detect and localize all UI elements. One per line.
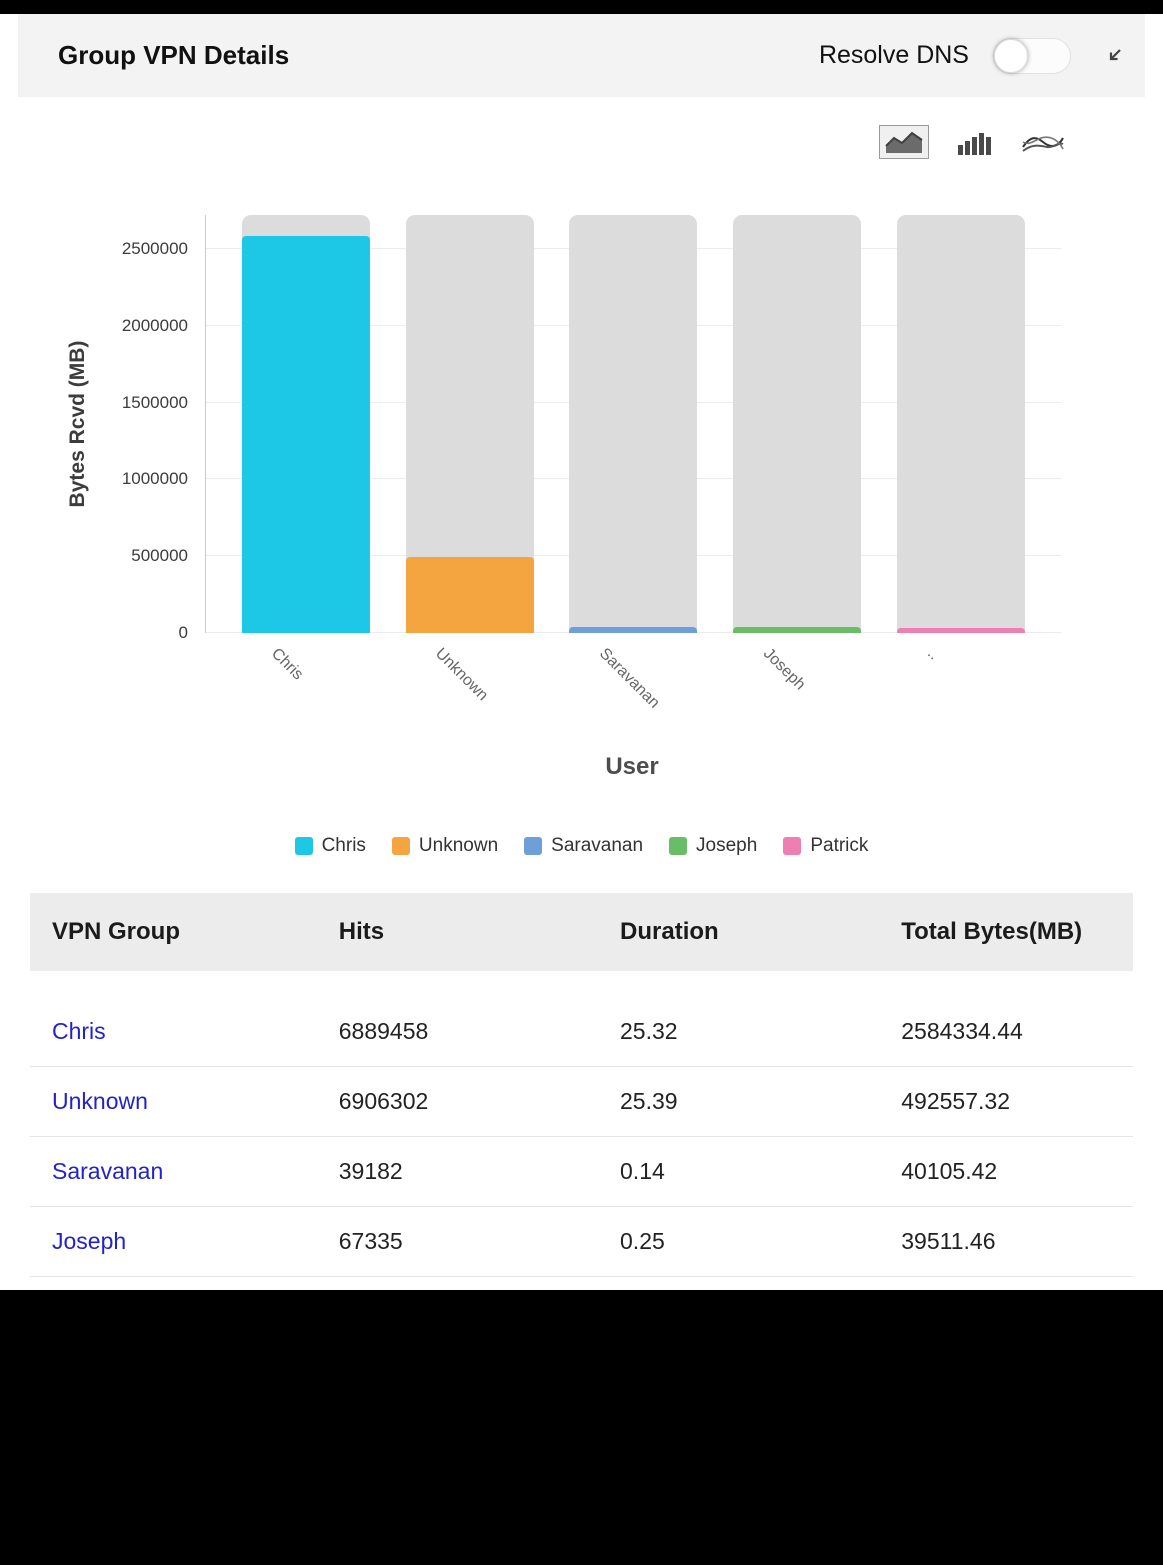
vpn-group-link[interactable]: Saravanan [52, 1158, 164, 1184]
bar-track [733, 215, 862, 633]
column-header-vpn-group: VPN Group [52, 918, 181, 945]
table-cell: 492557.32 [901, 1088, 1010, 1114]
legend-label: Unknown [418, 835, 499, 856]
area-chart-icon[interactable] [879, 125, 929, 159]
legend-item-chris[interactable]: Chris [294, 835, 366, 857]
legend-label: Patrick [810, 835, 869, 856]
bar-track [897, 215, 1026, 633]
table-cell: 25.32 [620, 1018, 678, 1044]
table-row: Chris 6889458 25.32 2584334.44 [30, 997, 1133, 1067]
y-tick-label: 0 [178, 623, 188, 642]
y-tick-label: 1000000 [121, 469, 188, 489]
resolve-dns-label: Resolve DNS [818, 41, 969, 69]
table-cell: 6889458 [338, 1018, 429, 1044]
table-header-row: VPN Group Hits Duration Total Bytes(MB) [30, 893, 1133, 971]
y-tick-label: 1500000 [121, 392, 188, 412]
bar-slot: Joseph [733, 215, 862, 694]
vpn-group-link[interactable]: Unknown [52, 1088, 148, 1114]
column-header-total-bytes-mb-: Total Bytes(MB) [901, 918, 1083, 945]
vpn-table: VPN Group Hits Duration Total Bytes(MB) Chr… [30, 893, 1133, 1277]
x-tick-label: Saravanan [595, 645, 663, 712]
plot-area: Chris Unknown Saravanan Joseph.. [205, 215, 1061, 712]
table-cell: 6906302 [338, 1088, 429, 1114]
table-cell: 0.14 [620, 1158, 665, 1184]
line-chart-icon[interactable] [1021, 129, 1065, 155]
legend-swatch [391, 837, 410, 855]
legend-item-unknown[interactable]: Unknown [391, 835, 499, 857]
bar-slot: .. [897, 215, 1026, 663]
header-controls: Resolve DNS [818, 37, 1123, 74]
table-row: Joseph 67335 0.25 39511.46 [30, 1207, 1133, 1277]
legend-label: Joseph [696, 835, 758, 856]
x-tick-label: Chris [268, 645, 307, 684]
table-row: Unknown 6906302 25.39 492557.32 [30, 1067, 1133, 1137]
widget-panel: Group VPN Details Resolve DNS [0, 14, 1163, 1290]
column-header-duration: Duration [620, 918, 719, 945]
page-title: Group VPN Details [58, 40, 290, 70]
bar-chris[interactable] [241, 235, 370, 633]
table-cell: 2584334.44 [901, 1018, 1023, 1044]
bar-saravanan[interactable] [569, 626, 698, 633]
x-tick-label: .. [923, 645, 942, 664]
bar-[interactable] [897, 627, 1026, 633]
table-row: Saravanan 39182 0.14 40105.42 [30, 1137, 1133, 1207]
bar-slot: Chris [241, 215, 370, 683]
table-cell: 39511.46 [901, 1228, 996, 1254]
legend-label: Chris [321, 835, 366, 856]
legend-swatch [669, 837, 688, 855]
table-cell: 67335 [338, 1228, 403, 1254]
table-cell: 39182 [338, 1158, 403, 1184]
vpn-group-link[interactable]: Chris [52, 1018, 106, 1044]
toggle-knob [994, 38, 1028, 73]
x-tick-label: Joseph [759, 645, 809, 694]
x-tick-label: Unknown [432, 645, 492, 705]
table-cell: 25.39 [620, 1088, 678, 1114]
bar-joseph[interactable] [733, 626, 862, 633]
y-tick-label: 2500000 [121, 238, 188, 258]
widget-header: Group VPN Details Resolve DNS [18, 14, 1145, 97]
table-cell: 40105.42 [901, 1158, 998, 1184]
legend-item-joseph[interactable]: Joseph [669, 835, 757, 857]
table-body: Chris 6889458 25.32 2584334.44 Unknown 690630… [30, 971, 1133, 1277]
y-tick-label: 2000000 [121, 315, 188, 335]
bar-track [569, 215, 698, 633]
legend-swatch [524, 837, 543, 855]
column-header-hits: Hits [338, 918, 385, 945]
legend-swatch [294, 837, 313, 855]
x-axis-title: User [605, 753, 659, 780]
bar-slot: Saravanan [569, 215, 698, 712]
chart-legend: Chris Unknown Saravanan Joseph Patrick [0, 835, 1163, 857]
chart-type-toolbar [0, 97, 1163, 161]
legend-label: Saravanan [551, 835, 644, 856]
y-tick-label: 500000 [131, 546, 188, 566]
y-axis-ticks: 0 500000 1000000 1500000 2000000 2500000 [0, 215, 196, 642]
vpn-group-link[interactable]: Joseph [52, 1228, 127, 1254]
bar-unknown[interactable] [405, 557, 534, 633]
chart: Bytes Rcvd (MB) 0 500000 1000000 1500000 200… [0, 215, 1163, 795]
resolve-dns-toggle[interactable] [993, 37, 1071, 74]
legend-swatch [783, 837, 802, 855]
bar-chart-icon[interactable] [957, 129, 993, 155]
collapse-icon[interactable] [1105, 47, 1123, 65]
table-cell: 0.25 [620, 1228, 665, 1254]
legend-item-saravanan[interactable]: Saravanan [524, 835, 643, 857]
bar-slot: Unknown [405, 215, 534, 704]
legend-item-patrick[interactable]: Patrick [783, 835, 868, 857]
bars-row: Chris Unknown Saravanan Joseph.. [206, 215, 1061, 712]
